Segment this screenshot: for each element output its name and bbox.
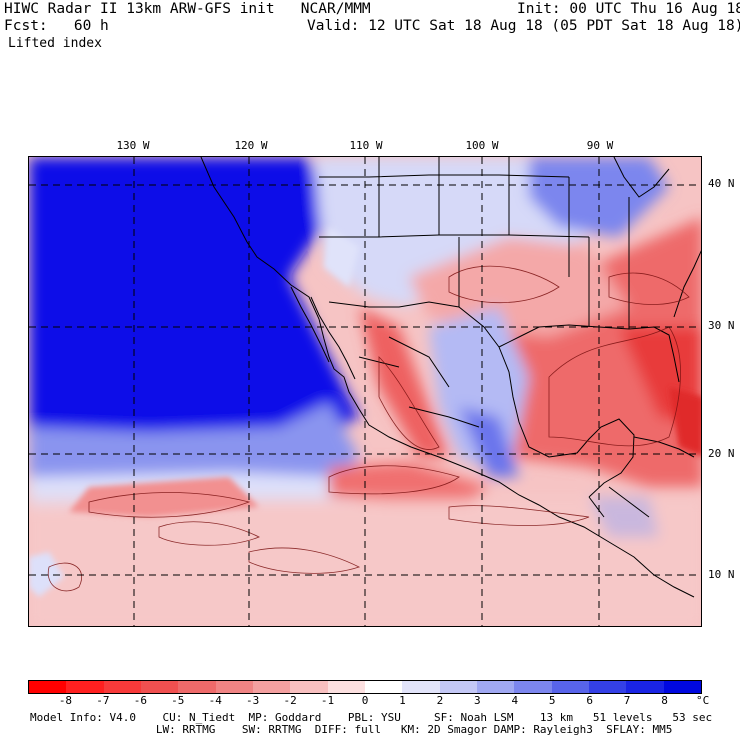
colorbar-tick-label: 2 [436, 694, 444, 707]
model-title: HIWC Radar II 13km ARW-GFS init NCAR/MMM [4, 1, 371, 17]
colorbar-tick-label: 7 [623, 694, 631, 707]
lat-label-10n: 10 N [708, 568, 735, 581]
colorbar-swatch [402, 681, 440, 693]
colorbar-swatch [551, 681, 589, 693]
valid-time: Valid: 12 UTC Sat 18 Aug 18 (05 PDT Sat … [307, 18, 740, 34]
lifted-index-map [28, 156, 702, 627]
model-info-line2: LW: RRTMG SW: RRTMG DIFF: full KM: 2D Sm… [30, 723, 673, 736]
lon-label-120w: 120 W [234, 139, 268, 152]
colorbar-tick-label: -7 [96, 694, 110, 707]
colorbar-swatch [439, 681, 477, 693]
colorbar-tick-label: -1 [320, 694, 335, 707]
field-detail [29, 227, 701, 597]
colorbar-tick-label: -3 [246, 694, 260, 707]
lon-label-110w: 110 W [349, 139, 383, 152]
colorbar-swatch [290, 681, 328, 693]
colorbar-unit: °C [696, 694, 710, 707]
init-time: Init: 00 UTC Thu 16 Aug 18 [517, 1, 740, 17]
colorbar-swatch [66, 681, 104, 693]
colorbar-swatch [252, 681, 291, 693]
lon-label-90w: 90 W [586, 139, 614, 152]
colorbar-swatch [626, 681, 664, 693]
lat-label-40n: 40 N [708, 177, 735, 190]
colorbar [28, 680, 702, 694]
colorbar-swatch [588, 681, 627, 693]
colorbar-swatch [327, 681, 365, 693]
colorbar-swatch [103, 681, 141, 693]
map-canvas [29, 157, 701, 626]
colorbar-swatch [476, 681, 515, 693]
colorbar-tick-label: 1 [399, 694, 406, 707]
colorbar-swatch [178, 681, 216, 693]
lat-label-30n: 30 N [708, 319, 735, 332]
colorbar-swatch [663, 681, 701, 693]
colorbar-tick-label: 0 [361, 694, 369, 707]
colorbar-swatch [364, 681, 403, 693]
colorbar-tick-label: 5 [548, 694, 556, 707]
lon-label-100w: 100 W [465, 139, 499, 152]
colorbar-tick-label: -2 [283, 694, 297, 707]
field-name: Lifted index [8, 36, 102, 51]
colorbar-tick-label: 8 [661, 694, 668, 707]
colorbar-tick-label: -5 [171, 694, 185, 707]
colorbar-swatch [29, 681, 67, 693]
colorbar-swatch [140, 681, 179, 693]
lon-label-130w: 130 W [116, 139, 150, 152]
colorbar-swatch [514, 681, 552, 693]
forecast-hour: Fcst: 60 h [4, 18, 109, 34]
field-shading [29, 157, 701, 626]
graticule [29, 157, 701, 626]
model-info-line1: Model Info: V4.0 CU: N_Tiedt MP: Goddard… [30, 711, 713, 724]
lat-label-20n: 20 N [708, 447, 735, 460]
colorbar-tick-label: 6 [586, 694, 593, 707]
colorbar-tick-label: 3 [474, 694, 481, 707]
contours [47, 265, 690, 592]
coastlines [200, 157, 701, 598]
colorbar-tick-label: -6 [133, 694, 147, 707]
colorbar-tick-label: -4 [208, 694, 222, 707]
colorbar-tick-label: -8 [58, 694, 73, 707]
colorbar-tick-label: 4 [511, 694, 519, 707]
colorbar-swatch [215, 681, 253, 693]
